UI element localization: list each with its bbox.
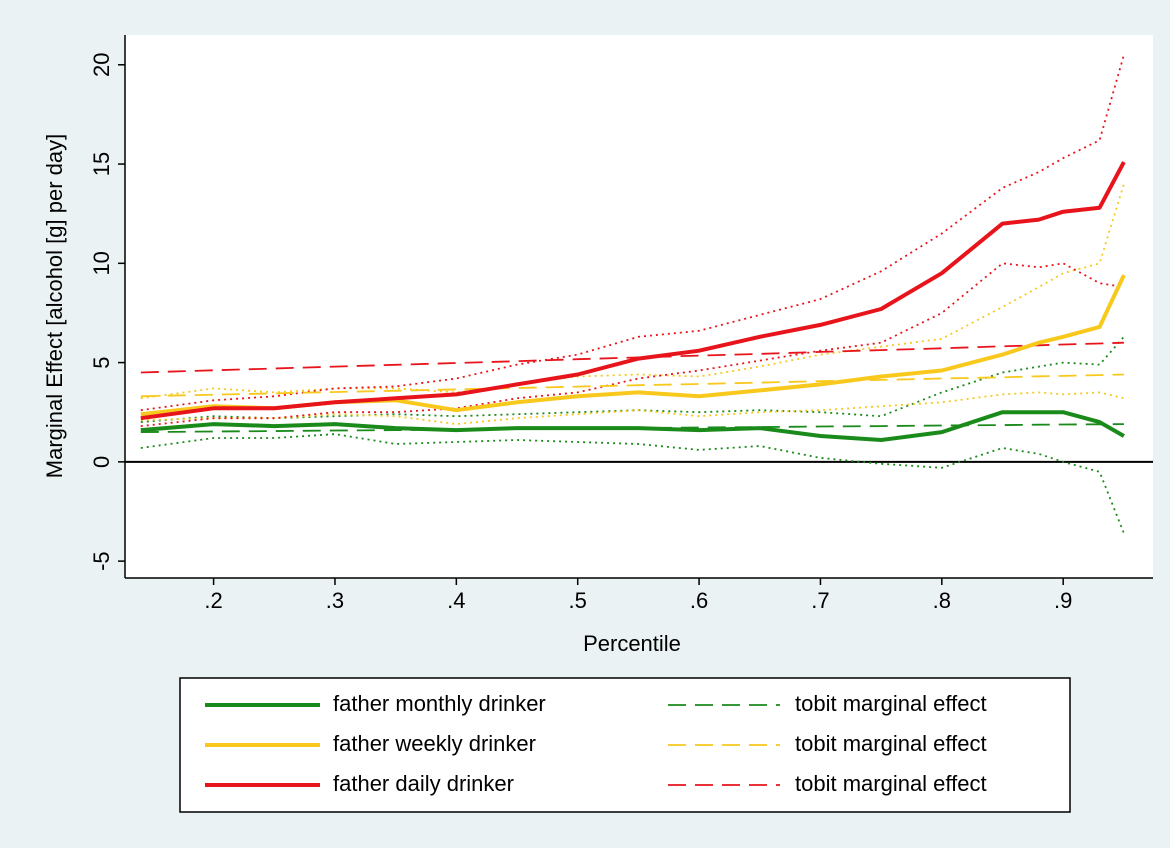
series-line [140,161,1126,421]
series-line [140,410,1125,442]
y-tick-label: -5 [89,551,114,571]
legend-label: father daily drinker [333,771,514,796]
x-tick-label: .6 [690,588,708,613]
x-tick-label: .7 [811,588,829,613]
legend-label: tobit marginal effect [795,771,987,796]
series-line [140,54,1125,412]
x-tick-label: .4 [447,588,465,613]
legend-label: father monthly drinker [333,691,546,716]
y-tick-label: 0 [89,456,114,468]
y-tick-label: 10 [89,251,114,275]
x-tick-label: .2 [204,588,222,613]
x-tick-label: .8 [933,588,951,613]
series-line [140,336,1125,423]
series-line [140,391,1125,425]
legend-label: tobit marginal effect [795,731,987,756]
y-axis-title: Marginal Effect [alcohol [g] per day] [42,134,67,478]
series-line [140,341,1124,374]
x-axis-title: Percentile [583,631,681,656]
legend-label: father weekly drinker [333,731,536,756]
plot-area [125,35,1153,578]
series-line [140,423,1124,433]
y-tick-label: 15 [89,152,114,176]
x-tick-label: .9 [1054,588,1072,613]
x-tick-label: .5 [569,588,587,613]
legend-label: tobit marginal effect [795,691,987,716]
y-tick-label: 20 [89,53,114,77]
x-tick-label: .3 [326,588,344,613]
legend-box [179,677,1071,813]
y-tick-label: 5 [89,356,114,368]
series-line [140,373,1124,398]
